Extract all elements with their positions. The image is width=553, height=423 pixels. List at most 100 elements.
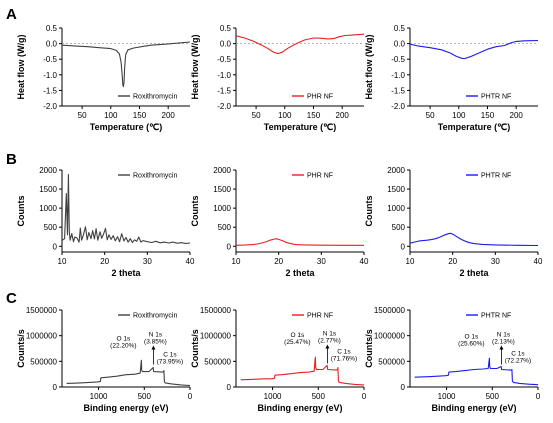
y-tick-label: -1.0 [391,71,405,80]
peak-annotation-percent: (22.20%) [110,342,136,349]
x-tick-label: 30 [317,257,326,266]
legend-label: Roxithromycin [133,94,177,101]
peak-annotation-percent: (72.27%) [505,358,531,365]
x-axis-label: 2 theta [285,268,315,278]
x-tick-label: 1000 [264,392,282,401]
y-tick-label: 1000000 [200,332,232,341]
peak-annotation-label: O 1s [116,335,130,342]
y-tick-label: 1000 [213,204,231,213]
x-axis-label: Binding energy (eV) [431,403,516,413]
peak-arrow-head [151,345,156,350]
y-tick-label: 0 [227,242,232,251]
legend-label: PHTR NF [481,94,511,101]
peak-annotation-label: O 1s [290,332,304,339]
x-tick-label: 1000 [90,392,108,401]
x-axis-label: Temperature (℃) [90,122,162,132]
y-tick-label: 1500000 [200,306,232,315]
y-axis-label: Heat flow (W/g) [364,35,374,100]
y-tick-label: 500 [392,223,406,232]
y-tick-label: 0 [53,242,58,251]
panel-letter-a: A [6,6,17,23]
x-tick-label: 0 [188,392,193,401]
y-axis-label: Counts [190,196,200,227]
x-tick-label: 0 [362,392,367,401]
x-tick-label: 10 [406,257,415,266]
x-tick-label: 20 [448,257,457,266]
y-tick-label: 1000 [387,204,405,213]
x-tick-label: 500 [486,392,500,401]
y-tick-label: 0.0 [46,40,58,49]
x-axis-label: Temperature (℃) [438,122,510,132]
x-axis-label: Binding energy (eV) [257,403,342,413]
peak-annotation-label: N 1s [323,330,337,337]
x-tick-label: 50 [252,111,261,120]
peak-annotation-label: O 1s [464,333,478,340]
chart-b-3: 0 500 1000 1500 2000 10 20 30 40 2 theta Counts PHT… [364,166,543,278]
y-tick-label: -1.0 [217,71,231,80]
x-tick-label: 50 [426,111,435,120]
peak-annotation-percent: (3.85%) [144,338,167,345]
y-tick-label: 1500000 [26,306,58,315]
peak-annotation-label: C 1s [163,352,177,359]
y-tick-label: -2.0 [217,102,231,111]
y-axis-label: Heat flow (W/g) [190,35,200,100]
x-axis-label: 2 theta [459,268,489,278]
x-tick-label: 500 [138,392,152,401]
peak-arrow-head [325,344,330,349]
x-tick-label: 150 [481,111,495,120]
y-tick-label: 500000 [204,357,231,366]
y-axis-label: Counts [364,196,374,227]
series-line [61,174,191,244]
x-tick-label: 20 [274,257,283,266]
series-line [235,238,364,246]
x-tick-label: 40 [360,257,369,266]
legend-label: Roxithromycin [133,173,177,180]
x-tick-label: 50 [78,111,87,120]
peak-annotation-percent: (25.47%) [284,339,310,346]
y-tick-label: -2.0 [43,102,57,111]
legend-label: PHTR NF [481,173,511,180]
y-tick-label: 0 [401,383,406,392]
y-axis-label: Counts [16,196,26,227]
x-tick-label: 500 [312,392,326,401]
y-tick-label: 1500 [39,185,57,194]
y-tick-label: 1000 [39,204,57,213]
chart-a-2: -2.0 -1.5 -1.0 -0.5 0.0 0.5 50 100 150 200Tempera… [190,24,365,132]
legend-label: Roxithromycin [133,313,177,320]
y-tick-label: -2.0 [391,102,405,111]
x-tick-label: 40 [186,257,195,266]
x-tick-label: 100 [452,111,466,120]
y-tick-label: 0.0 [394,40,406,49]
legend-label: PHR NF [307,173,333,180]
x-tick-label: 30 [143,257,152,266]
y-tick-label: 2000 [387,166,405,175]
x-tick-label: 200 [510,111,524,120]
x-tick-label: 200 [162,111,176,120]
panel-letter-b: B [6,151,17,168]
legend-label: PHTR NF [481,313,511,320]
x-tick-label: 30 [491,257,500,266]
y-tick-label: -0.5 [391,55,405,64]
chart-a-3: -2.0 -1.5 -1.0 -0.5 0.0 0.5 50 100 150 200Tempera… [364,24,539,132]
y-tick-label: -1.5 [217,86,231,95]
y-tick-label: 1500 [387,185,405,194]
peak-annotation-label: N 1s [497,331,511,338]
chart-c-3: 0 500000 1000000 1500000 1000 500 0 Binding ene… [364,306,541,413]
peak-annotation-percent: (2.13%) [492,338,515,345]
y-tick-label: -0.5 [43,55,57,64]
peak-annotation-percent: (25.60%) [458,340,484,347]
peak-annotation-label: N 1s [149,331,163,338]
y-tick-label: 500 [218,223,232,232]
legend-label: PHR NF [307,313,333,320]
y-axis-label: Counts/s [364,329,374,368]
y-tick-label: -1.5 [43,86,57,95]
x-axis-label: 2 theta [111,268,141,278]
y-tick-label: 1500 [213,185,231,194]
y-tick-label: -0.5 [217,55,231,64]
y-tick-label: 500 [44,223,58,232]
x-tick-label: 150 [133,111,147,120]
chart-c-2: 0 500000 1000000 1500000 1000 500 0 Binding ene… [190,306,367,413]
series-line [414,357,539,386]
y-tick-label: 0.5 [46,24,58,33]
series-line [409,232,539,247]
